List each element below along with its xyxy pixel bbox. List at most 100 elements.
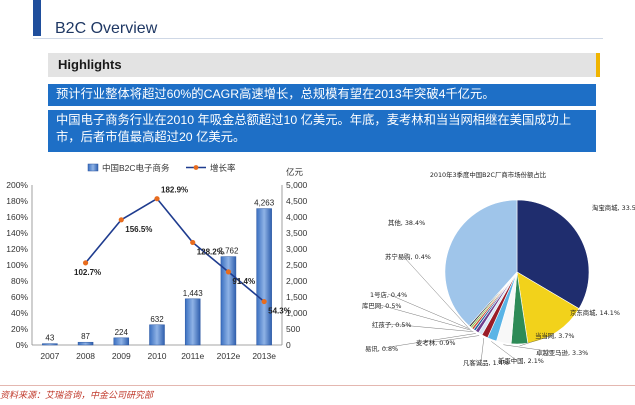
bar	[77, 341, 94, 346]
left-tick-label: 160%	[6, 212, 28, 222]
right-axis-unit: 亿元	[286, 167, 304, 177]
right-tick-label: 5,000	[286, 180, 308, 190]
right-tick-label: 0	[286, 340, 291, 350]
x-tick-label: 2009	[112, 351, 131, 361]
x-tick-label: 2013e	[252, 351, 276, 361]
pie-slice-label: 1号店, 0.4%	[370, 290, 407, 299]
pie-slice	[444, 199, 518, 327]
left-tick-label: 120%	[6, 244, 28, 254]
pie-slice-label: 凡客诚品, 1.4%	[463, 358, 509, 367]
growth-value-label: 182.9%	[161, 186, 188, 195]
pie-slice-label: 易讯, 0.8%	[365, 345, 398, 353]
legend-bar-label: 中国B2C电子商务	[102, 163, 170, 173]
bar	[149, 324, 165, 346]
right-tick-label: 3,000	[286, 244, 308, 254]
highlight-point-2: 中国电子商务行业在2010 年吸金总额超过10 亿美元。年底，麦考林和当当网相继…	[48, 110, 596, 152]
growth-value-label: 54.3%	[268, 307, 291, 316]
right-tick-label: 500	[286, 324, 300, 334]
growth-value-label: 156.5%	[125, 225, 152, 234]
highlights-heading: Highlights	[58, 57, 122, 72]
left-tick-label: 80%	[11, 276, 28, 286]
growth-value-label: 102.7%	[74, 268, 101, 277]
b2c-growth-chart: 0% 20% 40% 60% 80% 100% 120% 140% 160% 180% 200% 0 5…	[6, 163, 308, 361]
pie-slice-label: 淘宝商城, 33.5%	[592, 203, 635, 212]
pie-slice	[516, 199, 590, 310]
left-tick-label: 200%	[6, 180, 28, 190]
bar-value-label: 224	[115, 328, 129, 337]
pie-leader-line	[503, 344, 555, 353]
title-accent-bar	[33, 0, 41, 36]
right-tick-label: 1,500	[286, 292, 308, 302]
pie-leader-line	[387, 293, 470, 330]
left-tick-label: 180%	[6, 196, 28, 206]
growth-point	[82, 260, 89, 266]
pie-slice-label: 京东商城, 14.1%	[570, 308, 620, 317]
x-tick-label: 2008	[76, 351, 95, 361]
source-note: 资料来源：艾瑞咨询，中金公司研究部	[0, 390, 154, 400]
x-tick-label: 2010	[148, 351, 167, 361]
bar-value-label: 1,443	[183, 289, 204, 298]
x-tick-label: 2011e	[181, 351, 204, 361]
bar-value-label: 632	[150, 315, 164, 324]
page-title: B2C Overview	[55, 20, 158, 37]
right-tick-label: 3,500	[286, 228, 308, 238]
growth-point	[190, 239, 196, 246]
legend-bar-swatch	[87, 163, 99, 172]
growth-line	[84, 197, 265, 303]
right-tick-label: 1,000	[286, 308, 308, 318]
left-tick-label: 100%	[6, 260, 28, 270]
legend-line-label: 增长率	[210, 163, 236, 173]
x-tick-label: 2007	[40, 351, 59, 361]
highlights-accent	[596, 53, 600, 77]
bar	[220, 256, 237, 346]
left-tick-label: 140%	[6, 228, 28, 238]
pie-slice-label: 其他, 38.4%	[388, 218, 425, 227]
pie-slice-label: 苏宁易购, 0.4%	[385, 252, 431, 261]
right-tick-label: 4,500	[286, 196, 308, 206]
right-tick-label: 2,500	[286, 260, 308, 270]
pie-leader-line	[519, 334, 554, 347]
pie-leader-line	[389, 323, 474, 332]
right-tick-label: 2,000	[286, 276, 308, 286]
pie-title: 2010年3季度中国B2C厂商市场份额占比	[430, 170, 547, 179]
left-tick-label: 40%	[11, 308, 28, 318]
growth-point	[154, 196, 160, 202]
title-divider	[33, 38, 603, 39]
pie-slice	[516, 271, 580, 344]
pie-leader-line	[402, 255, 469, 328]
pie-slice-label: 当当网, 3.7%	[535, 331, 574, 340]
pie-slice-label: 红孩子, 0.5%	[372, 320, 411, 329]
growth-point	[225, 269, 232, 275]
left-tick-label: 60%	[11, 292, 28, 302]
bar	[42, 343, 58, 346]
pie-leader-line	[480, 338, 485, 363]
footer-divider	[0, 385, 635, 386]
bar-value-label: 4,263	[254, 199, 275, 208]
bar	[256, 208, 272, 346]
pie-leader-line	[491, 341, 517, 361]
pie-slice-label: 新蛋中国, 2.1%	[498, 356, 544, 365]
right-tick-label: 4,000	[286, 212, 308, 222]
pie-leader-line	[379, 304, 472, 331]
growth-value-label: 128.2%	[197, 247, 224, 256]
highlights-header: Highlights	[48, 53, 596, 77]
highlight-point-1: 预计行业整体将超过60%的CAGR高速增长，总规模有望在2013年突破4千亿元。	[48, 84, 596, 106]
pie-leader-line	[382, 333, 476, 349]
bar	[184, 298, 201, 346]
bar-value-label: 87	[81, 332, 90, 341]
bar-value-label: 43	[45, 334, 54, 343]
left-tick-label: 20%	[11, 324, 28, 334]
pie-leader-line	[433, 335, 480, 343]
bar	[113, 337, 130, 346]
title-bar: B2C Overview	[0, 0, 635, 40]
left-tick-label: 0%	[16, 340, 29, 350]
growth-point	[261, 298, 267, 305]
pie-slice-label: 卓越亚马逊, 3.3%	[536, 348, 588, 357]
pie-slice-label: 库巴网, 0.5%	[362, 301, 401, 310]
legend-line-marker	[193, 165, 199, 170]
bar-value-label: 2,762	[218, 247, 239, 256]
growth-point	[118, 217, 124, 223]
x-tick-label: 2012e	[217, 351, 241, 361]
growth-value-label: 91.4%	[232, 277, 255, 286]
